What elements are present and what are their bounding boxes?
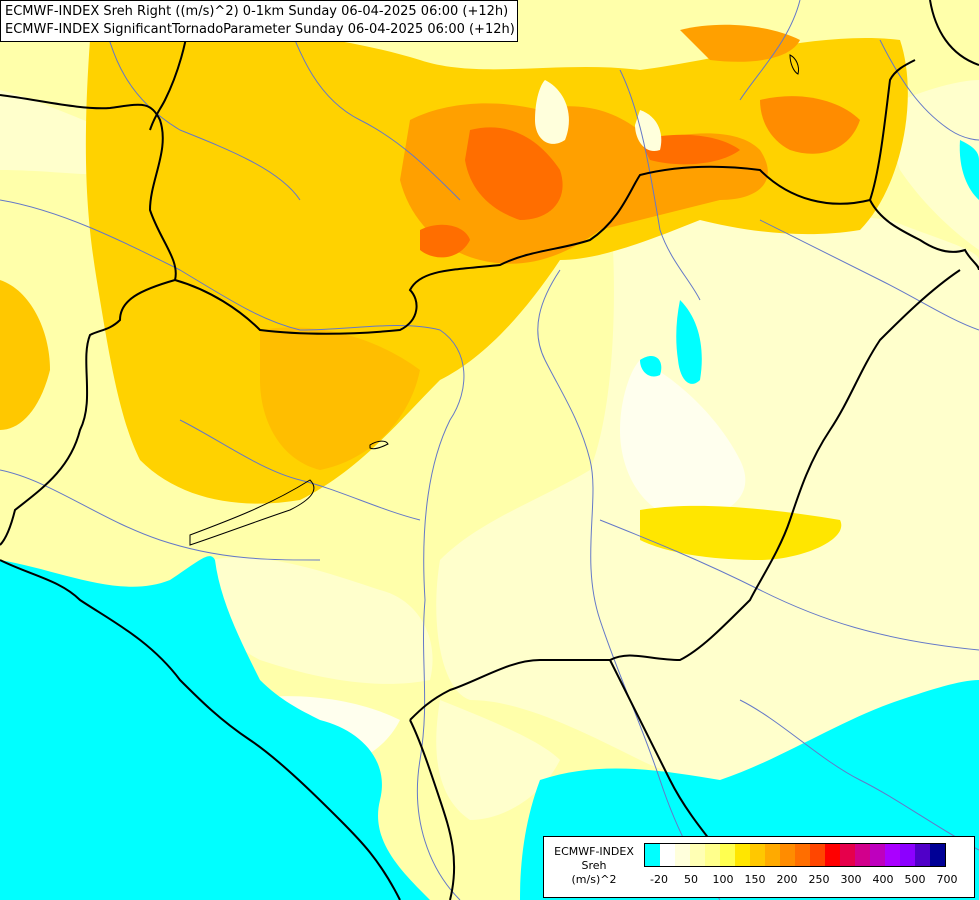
color-legend: ECMWF-INDEX Sreh (m/s)^2 -20 50 100 150 200 2… (543, 836, 975, 898)
legend-swatch (795, 844, 810, 866)
legend-swatch (750, 844, 765, 866)
legend-swatch (660, 844, 675, 866)
legend-swatch (645, 844, 660, 866)
legend-tick-label: 250 (808, 873, 830, 886)
legend-swatch (705, 844, 720, 866)
title-line-1: ECMWF-INDEX Sreh Right ((m/s)^2) 0-1km S… (5, 4, 509, 19)
legend-swatch (840, 844, 855, 866)
high-values-layer (400, 24, 860, 264)
legend-swatch (735, 844, 750, 866)
legend-swatch (675, 844, 690, 866)
legend-color-bar (644, 843, 946, 867)
legend-swatch (810, 844, 825, 866)
legend-swatch (900, 844, 915, 866)
legend-label: ECMWF-INDEX Sreh (m/s)^2 (548, 845, 640, 887)
legend-swatch (855, 844, 870, 866)
legend-tick-label: 100 (712, 873, 734, 886)
legend-swatch (930, 844, 945, 866)
legend-swatch (720, 844, 735, 866)
legend-swatch (765, 844, 780, 866)
legend-tick-label: 700 (936, 873, 958, 886)
legend-tick-label: 400 (872, 873, 894, 886)
legend-swatch (870, 844, 885, 866)
legend-swatch (825, 844, 840, 866)
title-line-2: ECMWF-INDEX SignificantTornadoParameter … (5, 22, 515, 37)
legend-tick-label: 150 (744, 873, 766, 886)
legend-swatch (780, 844, 795, 866)
legend-tick-label: 200 (776, 873, 798, 886)
legend-tick-label: 50 (684, 873, 698, 886)
legend-unit: (m/s)^2 (571, 873, 617, 886)
legend-swatch (690, 844, 705, 866)
legend-tick-label: 300 (840, 873, 862, 886)
legend-tick-labels: -20 50 100 150 200 250 300 400 500 700 (644, 873, 970, 889)
legend-tick-label: 500 (904, 873, 926, 886)
legend-swatch (915, 844, 930, 866)
legend-tick-label: -20 (650, 873, 668, 886)
legend-source: ECMWF-INDEX (554, 845, 634, 858)
legend-swatch (885, 844, 900, 866)
legend-parameter: Sreh (581, 859, 607, 872)
map-title-box: ECMWF-INDEX Sreh Right ((m/s)^2) 0-1km S… (0, 0, 518, 42)
lakes (189, 54, 799, 546)
